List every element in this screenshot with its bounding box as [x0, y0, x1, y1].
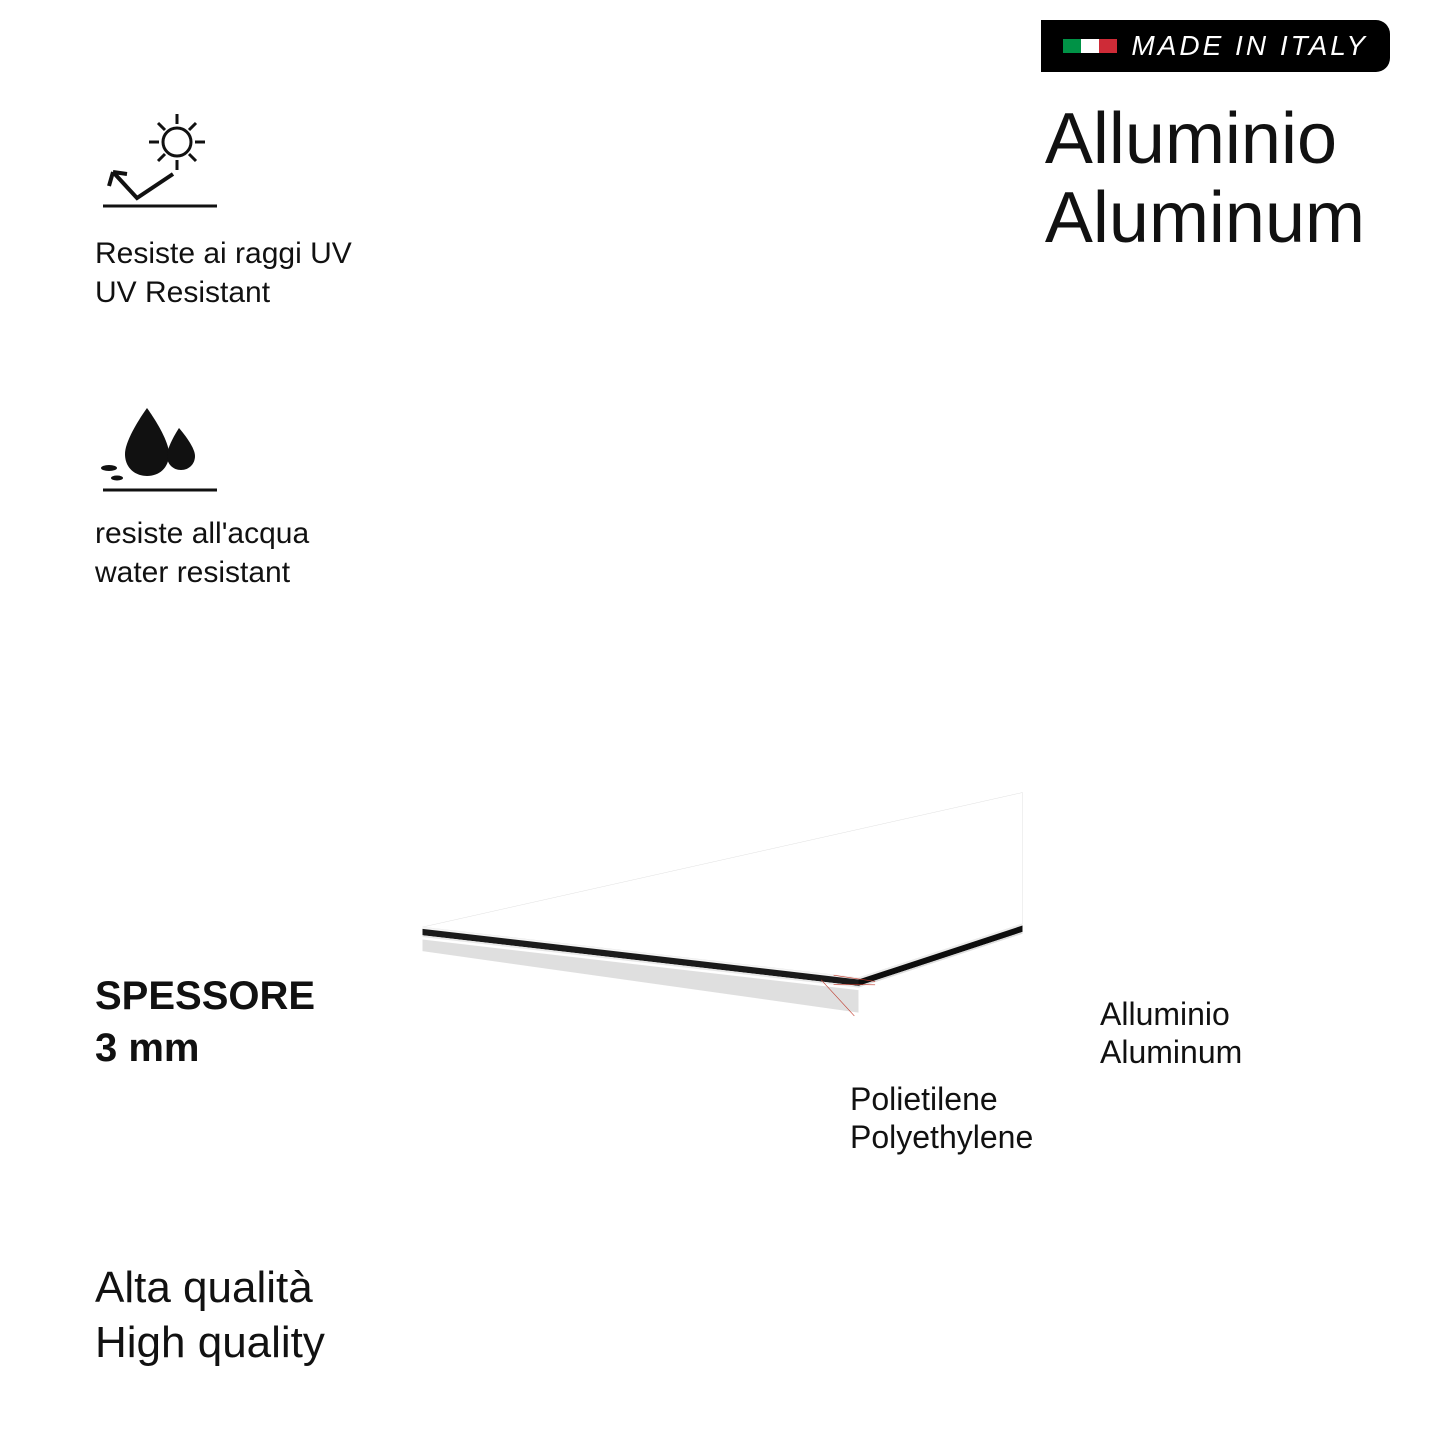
- badge-text: MADE IN ITALY: [1131, 30, 1368, 62]
- thickness-value: 3 mm: [95, 1022, 315, 1074]
- water-drop-icon: [95, 400, 225, 500]
- uv-text-it: Resiste ai raggi UV: [95, 234, 352, 273]
- quality-en: High quality: [95, 1315, 325, 1370]
- callout-poly-it: Polietilene: [850, 1080, 1033, 1118]
- feature-water: resiste all'acqua water resistant: [95, 400, 309, 592]
- water-text-en: water resistant: [95, 553, 309, 592]
- quality-it: Alta qualità: [95, 1260, 325, 1315]
- callout-poly-en: Polyethylene: [850, 1118, 1033, 1156]
- callout-aluminum: Alluminio Aluminum: [1100, 995, 1242, 1072]
- callout-alu-en: Aluminum: [1100, 1033, 1242, 1071]
- flag-white: [1081, 39, 1099, 53]
- uv-text-en: UV Resistant: [95, 273, 352, 312]
- quality-label: Alta qualità High quality: [95, 1260, 325, 1370]
- flag-red: [1099, 39, 1117, 53]
- flag-green: [1063, 39, 1081, 53]
- callout-alu-it: Alluminio: [1100, 995, 1242, 1033]
- thickness-label: SPESSORE 3 mm: [95, 970, 315, 1074]
- italy-flag-icon: [1063, 39, 1117, 53]
- water-text-it: resiste all'acqua: [95, 514, 309, 553]
- thickness-word: SPESSORE: [95, 970, 315, 1022]
- material-title: Alluminio Aluminum: [1045, 100, 1365, 258]
- title-line-en: Aluminum: [1045, 179, 1365, 258]
- feature-uv: Resiste ai raggi UV UV Resistant: [95, 110, 352, 312]
- callout-polyethylene: Polietilene Polyethylene: [850, 1080, 1033, 1157]
- made-in-italy-badge: MADE IN ITALY: [1041, 20, 1390, 72]
- title-line-it: Alluminio: [1045, 100, 1365, 179]
- uv-sun-icon: [95, 110, 225, 220]
